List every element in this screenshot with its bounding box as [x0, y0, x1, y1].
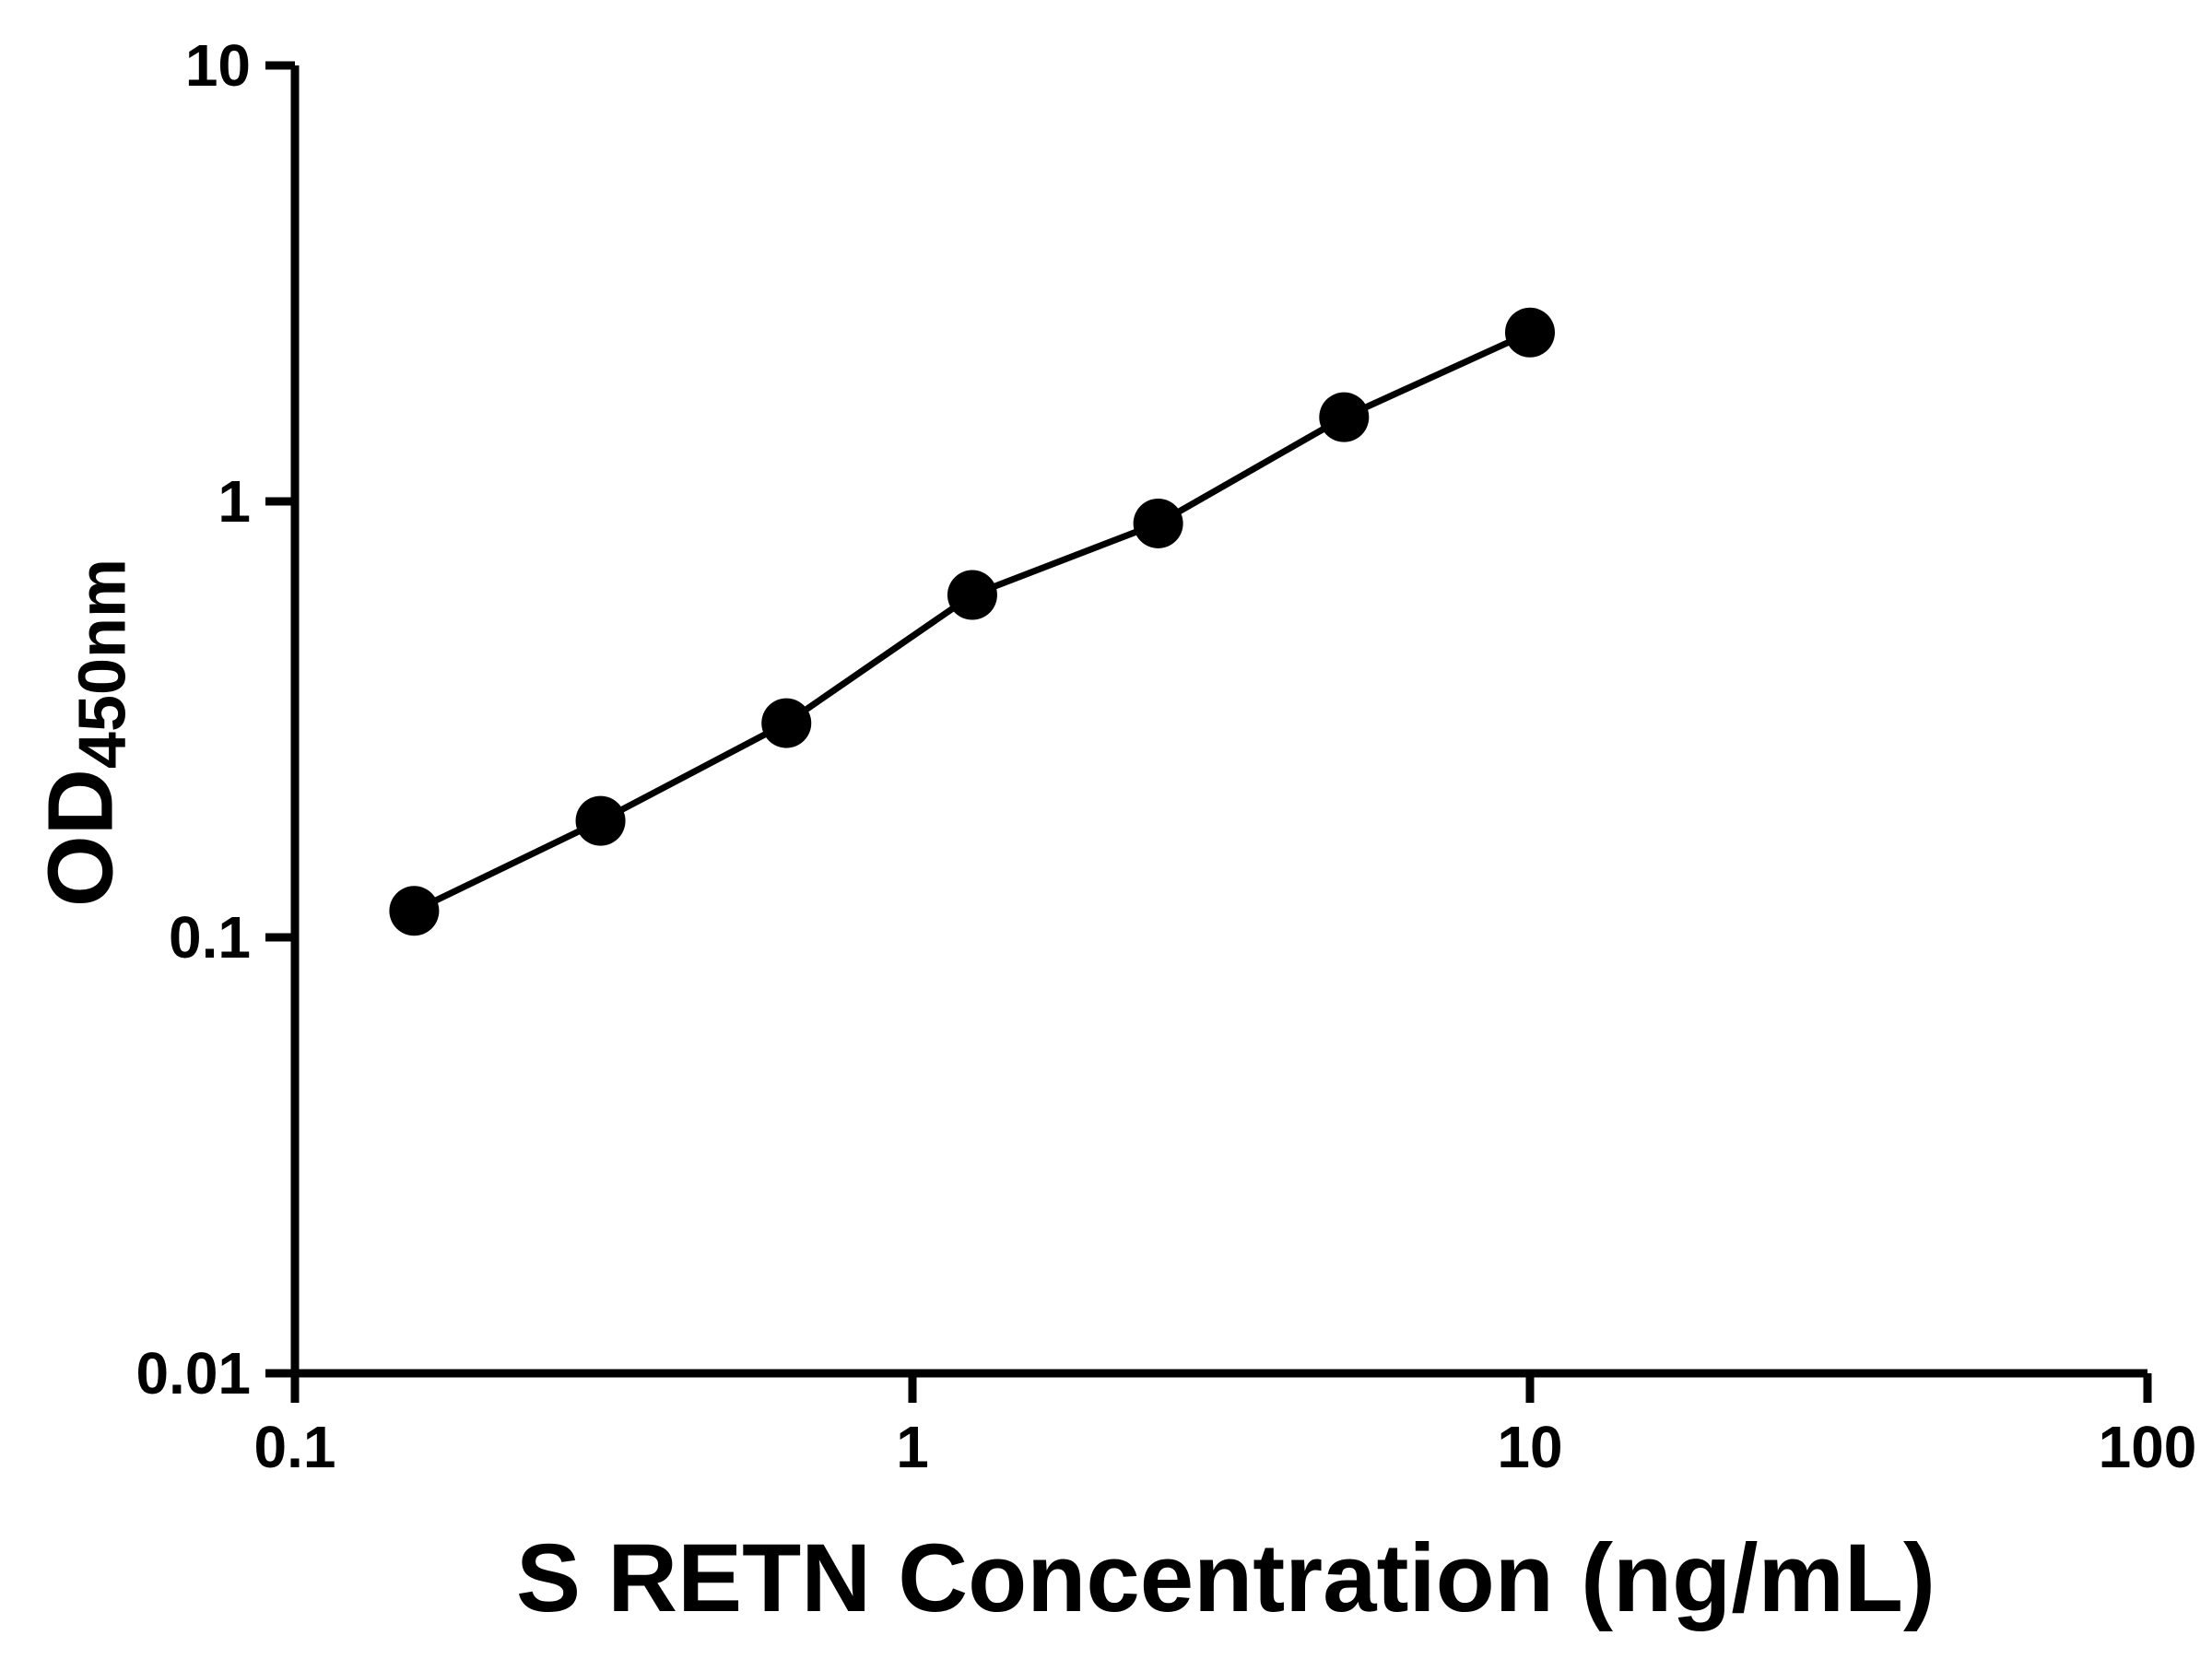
data-point	[1319, 392, 1370, 442]
data-point	[1133, 498, 1183, 548]
x-tick-label: 10	[1497, 1414, 1562, 1480]
x-tick-label: 1	[896, 1414, 929, 1480]
y-tick-label: 10	[185, 32, 251, 99]
y-tick-label: 1	[218, 468, 251, 535]
y-axis-title: OD450nm	[29, 559, 140, 908]
data-point	[761, 698, 812, 748]
y-axis-title-subscript: 450nm	[65, 558, 140, 770]
y-tick-label: 0.1	[169, 904, 251, 971]
y-tick-label: 0.01	[135, 1340, 251, 1406]
data-point	[1505, 307, 1555, 358]
y-axis-title-main: OD	[29, 769, 133, 908]
x-tick-label: 0.1	[254, 1414, 336, 1480]
x-tick-label: 100	[2099, 1414, 2197, 1480]
data-point	[575, 795, 626, 846]
axis-lines	[290, 65, 2147, 1378]
data-point	[389, 886, 440, 936]
x-axis-title: S RETN Concentration (ng/mL)	[516, 1524, 1936, 1632]
data-point	[947, 570, 997, 620]
